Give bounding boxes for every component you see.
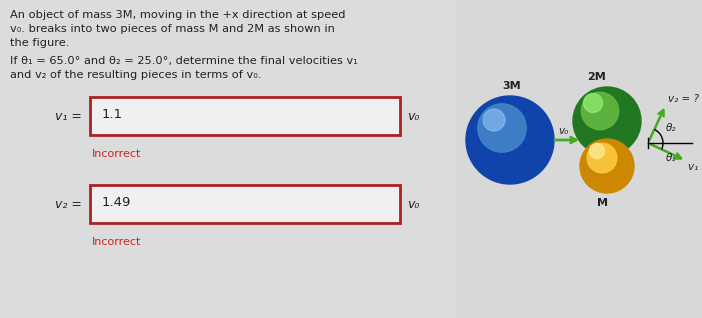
- Text: 3M: 3M: [503, 81, 522, 91]
- Text: 1.49: 1.49: [102, 197, 131, 210]
- Text: v₁ =: v₁ =: [55, 109, 82, 122]
- Text: θ₁: θ₁: [666, 153, 677, 163]
- Bar: [0, 0, 455, 318]
- Circle shape: [581, 92, 618, 130]
- Circle shape: [483, 109, 505, 131]
- Text: 2M: 2M: [588, 72, 607, 82]
- Circle shape: [478, 104, 526, 152]
- Text: v₀: v₀: [407, 197, 419, 211]
- Circle shape: [466, 96, 554, 184]
- Bar: [90, 185, 400, 223]
- Text: and v₂ of the resulting pieces in terms of v₀.: and v₂ of the resulting pieces in terms …: [10, 70, 262, 80]
- Text: If θ₁ = 65.0° and θ₂ = 25.0°, determine the final velocities v₁: If θ₁ = 65.0° and θ₂ = 25.0°, determine …: [10, 56, 358, 66]
- Text: Incorrect: Incorrect: [92, 149, 141, 159]
- Circle shape: [580, 139, 634, 193]
- Text: v₀: v₀: [558, 126, 568, 136]
- Circle shape: [573, 87, 641, 155]
- Text: Incorrect: Incorrect: [92, 237, 141, 247]
- Text: 1.1: 1.1: [102, 108, 123, 121]
- Circle shape: [583, 93, 602, 113]
- Text: v₀. breaks into two pieces of mass M and 2M as shown in: v₀. breaks into two pieces of mass M and…: [10, 24, 335, 34]
- Text: v₀: v₀: [407, 109, 419, 122]
- Text: the figure.: the figure.: [10, 38, 69, 48]
- Text: v₂ =: v₂ =: [55, 197, 82, 211]
- Circle shape: [590, 143, 604, 159]
- Text: v₁ = ?: v₁ = ?: [688, 162, 702, 172]
- Text: M: M: [597, 198, 609, 208]
- Text: v₂ = ?: v₂ = ?: [668, 94, 698, 104]
- Text: An object of mass 3M, moving in the +x direction at speed: An object of mass 3M, moving in the +x d…: [10, 10, 345, 20]
- Circle shape: [587, 143, 617, 173]
- Text: θ₂: θ₂: [666, 123, 677, 133]
- Bar: [90, 97, 400, 135]
